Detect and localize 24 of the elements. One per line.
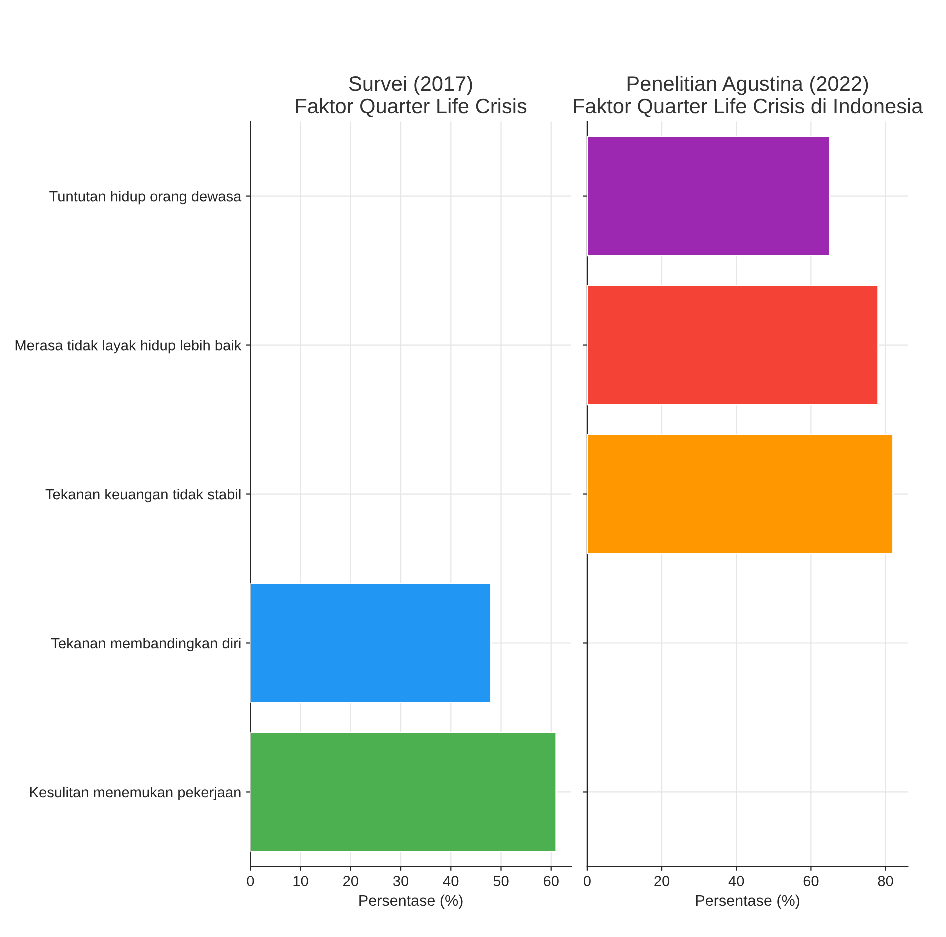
bar — [587, 434, 894, 555]
bar — [587, 136, 831, 257]
x-tick-label: 60 — [804, 876, 819, 886]
x-tick-label: 80 — [878, 876, 894, 886]
bar — [587, 284, 880, 406]
x-tick-label: 0 — [247, 876, 254, 886]
x-tick-label: 40 — [728, 876, 744, 886]
chart-title: Survei (2017) Faktor Quarter Life Crisis — [296, 76, 527, 118]
y-tick-label: Tekanan keuangan tidak stabil — [46, 488, 241, 503]
x-axis-title: Persentase (%) — [360, 894, 463, 910]
y-tick-label: Tekanan membandingkan diri — [52, 638, 241, 652]
y-tick-label: Tuntutan hidup orang dewasa — [50, 191, 242, 205]
x-tick-label: 20 — [654, 876, 670, 886]
y-tick-label: Kesulitan menemukan pekerjaan — [30, 786, 241, 801]
x-tick-label: 20 — [344, 876, 358, 886]
x-tick-label: 50 — [494, 876, 509, 886]
y-tick-label: Merasa tidak layak hidup lebih baik — [16, 340, 242, 354]
chart-title: Penelitian Agustina (2022) Faktor Quarter Life Crisis di Indonesia — [574, 76, 924, 118]
x-tick-label: 0 — [584, 876, 591, 886]
x-tick-label: 60 — [544, 876, 559, 886]
x-tick-label: 10 — [294, 876, 308, 886]
x-tick-label: 30 — [393, 876, 409, 886]
x-tick-label: 40 — [443, 876, 459, 886]
x-axis-title: Persentase (%) — [696, 894, 800, 910]
